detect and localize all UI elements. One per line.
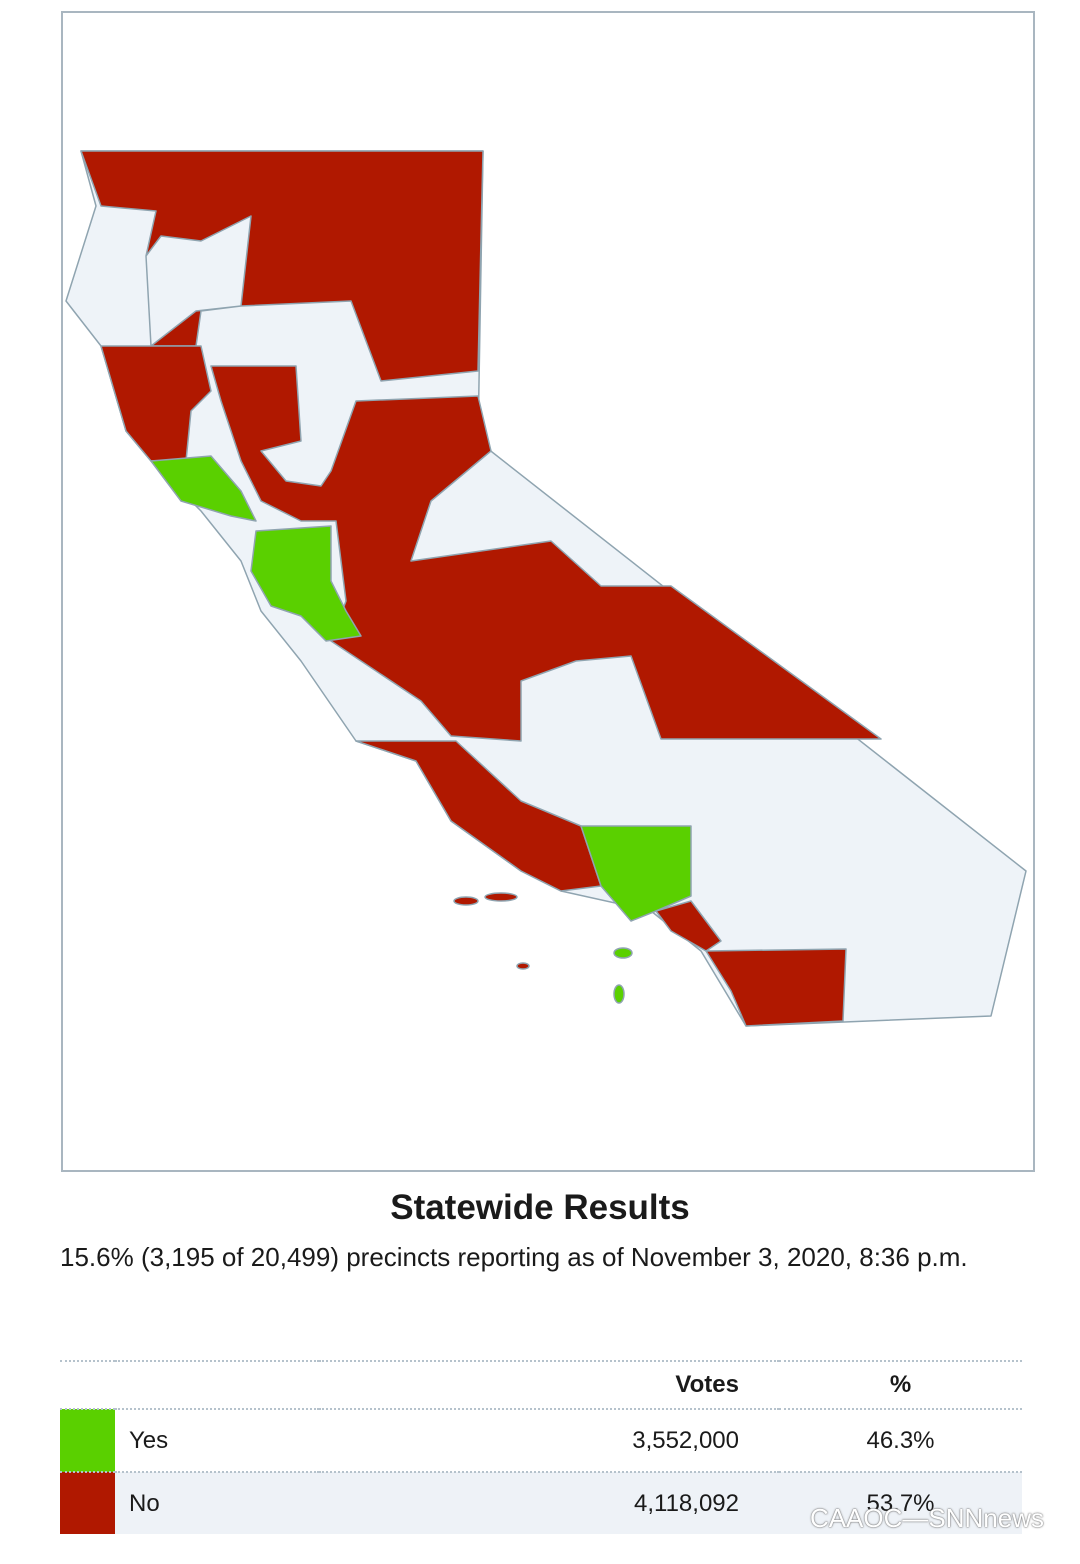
- results-table: Votes % Yes 3,552,000 46.3% No 4,118,092 53.7…: [60, 1360, 1022, 1534]
- percent: 46.3%: [779, 1408, 1022, 1472]
- percent: 53.7%: [779, 1471, 1022, 1534]
- choice-label: Yes: [115, 1408, 319, 1472]
- watermark: CAAOC—SNNnews: [809, 1503, 1044, 1533]
- title: Statewide Results: [390, 1188, 690, 1227]
- color-swatch: [60, 1471, 115, 1534]
- county-no: [705, 948, 847, 1027]
- county-no: [355, 740, 602, 892]
- island: [613, 947, 633, 959]
- county-no: [100, 345, 212, 462]
- county-no: [655, 900, 722, 952]
- choice-label: No: [115, 1471, 319, 1534]
- header-row: Votes %: [60, 1360, 1022, 1409]
- header-percent: %: [779, 1360, 1022, 1409]
- island: [613, 984, 625, 1004]
- header-votes: Votes: [319, 1360, 779, 1409]
- result-row: Yes 3,552,000 46.3%: [60, 1408, 1022, 1472]
- county-yes: [150, 455, 257, 522]
- county-yes: [250, 525, 362, 642]
- color-swatch: [60, 1408, 115, 1472]
- county-no: [210, 365, 882, 742]
- island: [484, 892, 518, 902]
- result-row: No 4,118,092 53.7%: [60, 1471, 1022, 1534]
- island: [453, 896, 479, 906]
- island: [516, 962, 530, 970]
- county-no: [80, 150, 484, 382]
- votes: 4,118,092: [319, 1471, 779, 1534]
- map: [61, 11, 1035, 1172]
- votes: 3,552,000: [319, 1408, 779, 1472]
- subtitle: 15.6% (3,195 of 20,499) precincts report…: [60, 1242, 968, 1272]
